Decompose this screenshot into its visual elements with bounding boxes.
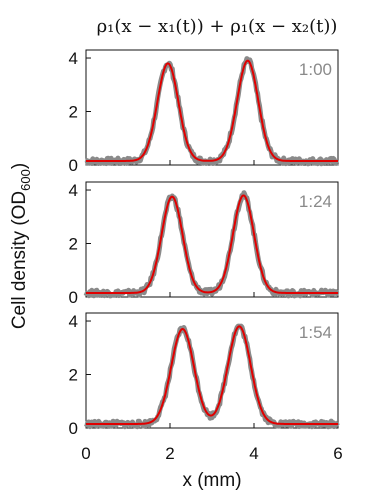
y-axis-label: Cell density (OD600) — [9, 163, 33, 329]
y-tick-label: 2 — [69, 366, 78, 385]
x-tick-label: 4 — [249, 444, 258, 463]
fit-line — [86, 194, 338, 294]
x-axis-label: x (mm) — [182, 470, 241, 491]
y-tick-label: 2 — [69, 103, 78, 122]
x-tick-label: 0 — [81, 444, 90, 463]
x-tick-label: 6 — [333, 444, 342, 463]
y-axis-label-main: Cell density (OD — [9, 191, 30, 329]
x-axis-ticks: 0 2 4 6 — [81, 444, 342, 463]
panel: 0 2 4 1:24 — [69, 181, 340, 307]
y-tick-label: 4 — [69, 312, 78, 331]
svg-text:Cell density (OD600): Cell density (OD600) — [9, 163, 33, 329]
fit-line — [86, 325, 338, 425]
measured-data-line — [83, 190, 340, 299]
y-axis-label-sub: 600 — [18, 169, 33, 191]
plot-frame — [85, 181, 339, 298]
y-axis-label-close: ) — [9, 163, 30, 169]
panel: 0 2 4 1:00 — [69, 49, 340, 175]
time-label: 1:54 — [299, 323, 332, 342]
time-label: 1:00 — [299, 60, 332, 79]
plot-frame — [85, 312, 339, 429]
formula-title: ρ₁(x − x₁(t)) + ρ₁(x − x₂(t)) — [97, 16, 338, 37]
time-label: 1:24 — [299, 192, 332, 211]
fit-line — [86, 59, 338, 162]
y-tick-label: 4 — [69, 181, 78, 200]
y-tick-label: 0 — [69, 156, 78, 175]
y-tick-label: 2 — [69, 235, 78, 254]
y-tick-label: 0 — [69, 419, 78, 438]
y-tick-label: 0 — [69, 288, 78, 307]
panel: 0 2 4 1:54 — [69, 312, 340, 438]
y-tick-label: 4 — [69, 49, 78, 68]
x-tick-label: 2 — [165, 444, 174, 463]
